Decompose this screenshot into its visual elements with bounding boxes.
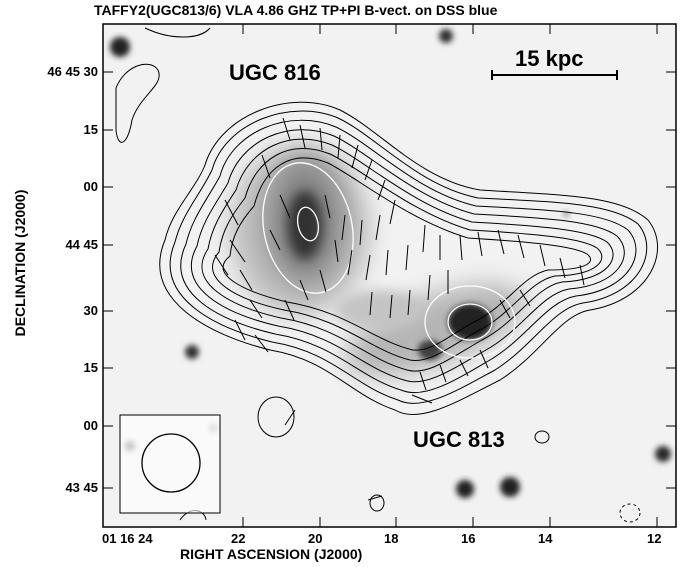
x-tick-label: 16 — [461, 531, 476, 546]
y-tick-label: 46 45 30 — [47, 64, 98, 79]
galaxy-label-ugc816: UGC 816 — [229, 60, 321, 85]
y-tick-label: 15 — [83, 122, 98, 137]
x-tick-label: 22 — [231, 531, 246, 546]
y-tick-label: 00 — [83, 179, 98, 194]
field-star — [655, 446, 671, 462]
field-star — [439, 29, 453, 43]
y-tick-label: 15 — [83, 360, 98, 375]
radio-contours — [159, 101, 658, 415]
x-tick-label: 01 16 24 — [102, 531, 153, 546]
field-star — [500, 477, 520, 497]
x-tick-label: 14 — [538, 531, 553, 546]
y-tick-label: 00 — [83, 418, 98, 433]
galaxy-label-ugc813: UGC 813 — [413, 427, 505, 452]
panel-frame — [102, 23, 677, 528]
y-tick-label: 43 45 — [65, 480, 98, 495]
inner-contours — [262, 162, 516, 359]
x-tick-label: 18 — [384, 531, 399, 546]
scale-bar — [491, 70, 618, 80]
y-tick-label: 44 45 — [65, 237, 98, 252]
beam-ellipse — [141, 433, 201, 493]
b-vectors — [214, 117, 585, 501]
noise-contours — [115, 27, 641, 523]
x-tick-label: 12 — [647, 531, 662, 546]
beam-box — [119, 414, 221, 514]
x-axis-title: RIGHT ASCENSION (J2000) — [180, 546, 363, 562]
field-star — [110, 37, 130, 57]
field-star — [185, 345, 199, 359]
x-tick-label: 20 — [308, 531, 323, 546]
ugc816-core — [287, 190, 323, 260]
y-tick-label: 30 — [83, 303, 98, 318]
field-star — [456, 480, 474, 498]
bridge-light — [335, 290, 425, 330]
figure-title: TAFFY2(UGC813/6) VLA 4.86 GHZ TP+PI B-ve… — [94, 2, 498, 18]
axis-ticks — [103, 24, 676, 527]
scale-bar-label: 15 kpc — [515, 46, 584, 71]
